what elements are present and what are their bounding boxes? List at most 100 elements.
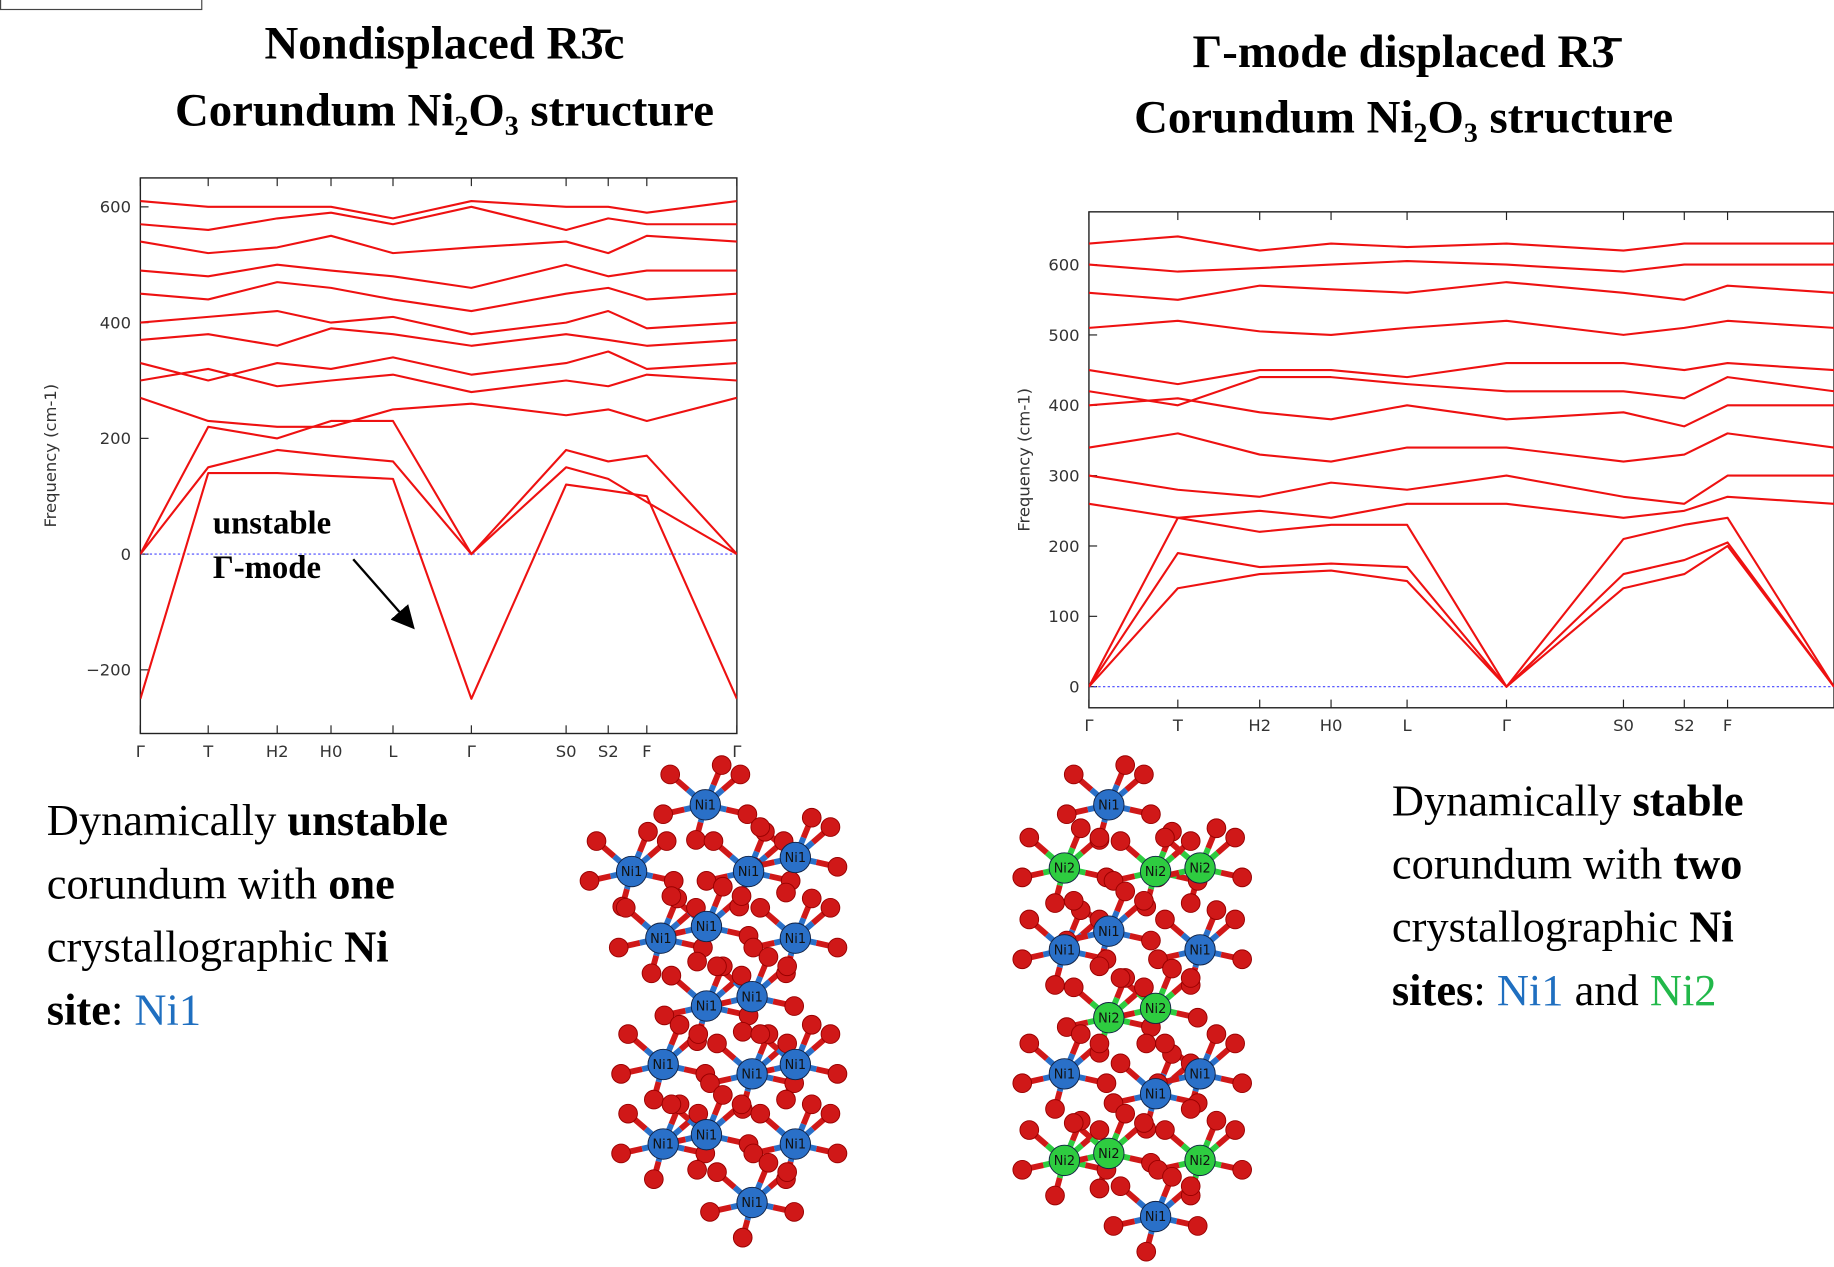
band-line bbox=[140, 328, 737, 345]
atom-label: Ni1 bbox=[650, 932, 671, 947]
oxygen-atom bbox=[688, 952, 707, 971]
oxygen-atom bbox=[732, 1095, 751, 1114]
oxygen-atom bbox=[1046, 894, 1065, 913]
oxygen-atom bbox=[1156, 1034, 1175, 1053]
y-tick-label: 0 bbox=[121, 545, 131, 564]
caption-text: sites bbox=[1392, 965, 1473, 1015]
x-tick-label: L bbox=[388, 742, 398, 761]
band-line bbox=[1089, 518, 1834, 687]
oxygen-atom bbox=[1090, 1121, 1109, 1140]
oxygen-atom bbox=[687, 831, 706, 850]
y-tick-label: 200 bbox=[1048, 537, 1079, 556]
oxygen-atom bbox=[1046, 1186, 1065, 1205]
caption-line: crystallographic Ni bbox=[1392, 902, 1734, 952]
oxygen-atom bbox=[1064, 978, 1083, 997]
oxygen-atom bbox=[713, 1086, 732, 1105]
oxygen-atom bbox=[751, 1025, 770, 1044]
atom-label: Ni1 bbox=[621, 865, 642, 880]
oxygen-atom bbox=[1111, 832, 1130, 851]
annotation: Γ-mode bbox=[213, 550, 321, 586]
oxygen-atom bbox=[642, 964, 661, 983]
caption-text: two bbox=[1673, 839, 1742, 889]
y-tick-label: −200 bbox=[86, 661, 131, 680]
oxygen-atom bbox=[662, 887, 681, 906]
oxygen-atom bbox=[1207, 819, 1226, 838]
oxygen-atom bbox=[1046, 976, 1065, 995]
atom-label: Ni2 bbox=[1145, 1002, 1166, 1017]
oxygen-atom bbox=[1181, 894, 1200, 913]
caption-text: corundum with bbox=[1392, 839, 1673, 889]
caption-text: Dynamically bbox=[1392, 775, 1633, 825]
crystal-structure: Ni1Ni2Ni2Ni2Ni1Ni1Ni1Ni2Ni2Ni1Ni1Ni1Ni2N… bbox=[1013, 756, 1252, 1261]
oxygen-atom bbox=[1226, 910, 1245, 929]
oxygen-atom bbox=[1181, 969, 1200, 988]
oxygen-atom bbox=[639, 822, 658, 841]
oxygen-atom bbox=[708, 1163, 727, 1182]
annotation: unstable bbox=[213, 505, 331, 541]
caption-text: Ni1 bbox=[1497, 965, 1564, 1015]
x-tick-label: H0 bbox=[1320, 716, 1343, 735]
oxygen-atom bbox=[1071, 1025, 1090, 1044]
atom-label: Ni2 bbox=[1054, 862, 1075, 877]
oxygen-atom bbox=[1111, 969, 1130, 988]
atom-label: Ni2 bbox=[1145, 865, 1166, 880]
caption-line: crystallographic Ni bbox=[47, 922, 389, 972]
atom-label: Ni2 bbox=[1189, 862, 1210, 877]
oxygen-atom bbox=[1233, 1074, 1252, 1093]
oxygen-atom bbox=[1137, 1242, 1156, 1261]
y-tick-label: 600 bbox=[1048, 255, 1079, 274]
oxygen-atom bbox=[1156, 828, 1175, 847]
band-line bbox=[140, 207, 737, 230]
bonds bbox=[1022, 765, 1242, 1252]
y-tick-label: 100 bbox=[1048, 607, 1079, 626]
oxygen-atom bbox=[619, 1025, 638, 1044]
atom-label: Ni1 bbox=[653, 1138, 674, 1153]
oxygen-atom bbox=[1020, 910, 1039, 929]
oxygen-atom bbox=[1181, 832, 1200, 851]
x-tick-label: H2 bbox=[266, 742, 289, 761]
oxygen-atom bbox=[1064, 765, 1083, 784]
atom-label: Ni1 bbox=[785, 1138, 806, 1153]
chart: Γ-mode displaced R3̄Corundum Ni₂O₃ struc… bbox=[1014, 26, 1834, 735]
caption-text: Dynamically bbox=[47, 795, 288, 845]
oxygen-atom bbox=[1057, 805, 1076, 824]
oxygen-atom bbox=[1097, 1074, 1116, 1093]
oxygen-atom bbox=[612, 1144, 631, 1163]
atom-label: Ni1 bbox=[785, 851, 806, 866]
oxygen-atom bbox=[751, 898, 770, 917]
y-tick-label: 400 bbox=[1048, 396, 1079, 415]
oxygen-atom bbox=[1116, 882, 1135, 901]
oxygen-atom bbox=[1111, 1054, 1130, 1073]
oxygen-atom bbox=[777, 1090, 796, 1109]
x-tick-label: F bbox=[1723, 716, 1732, 735]
caption-text: Ni bbox=[344, 922, 388, 972]
band-line bbox=[1089, 546, 1834, 687]
atom-label: Ni1 bbox=[1054, 1068, 1075, 1083]
oxygen-atom bbox=[1090, 1034, 1109, 1053]
oxygen-atom bbox=[1233, 1160, 1252, 1179]
band-line bbox=[140, 369, 737, 392]
x-tick-label: Γ bbox=[1084, 716, 1094, 735]
y-tick-label: 300 bbox=[1048, 466, 1079, 485]
band-line bbox=[140, 311, 737, 334]
atom-label: Ni1 bbox=[1189, 944, 1210, 959]
oxygen-atom bbox=[587, 832, 606, 851]
atom-label: Ni1 bbox=[741, 1196, 762, 1211]
caption-text: and bbox=[1563, 965, 1649, 1015]
oxygen-atom bbox=[654, 805, 673, 824]
band-line bbox=[140, 201, 737, 218]
caption-text: : bbox=[111, 985, 134, 1035]
oxygen-atom bbox=[828, 857, 847, 876]
x-tick-label: S2 bbox=[598, 742, 619, 761]
atom-label: Ni1 bbox=[1098, 799, 1119, 814]
oxygen-atom bbox=[1188, 1217, 1207, 1236]
atom-label: Ni1 bbox=[1145, 1210, 1166, 1225]
oxygen-atom bbox=[1137, 1034, 1156, 1053]
caption-text: unstable bbox=[287, 795, 448, 845]
oxygen-atom bbox=[689, 1025, 708, 1044]
caption-line: site: Ni1 bbox=[47, 985, 201, 1035]
oxygen-atom bbox=[759, 948, 778, 967]
oxygen-atom bbox=[1090, 828, 1109, 847]
band-line bbox=[140, 236, 737, 253]
atom-label: Ni1 bbox=[741, 1068, 762, 1083]
